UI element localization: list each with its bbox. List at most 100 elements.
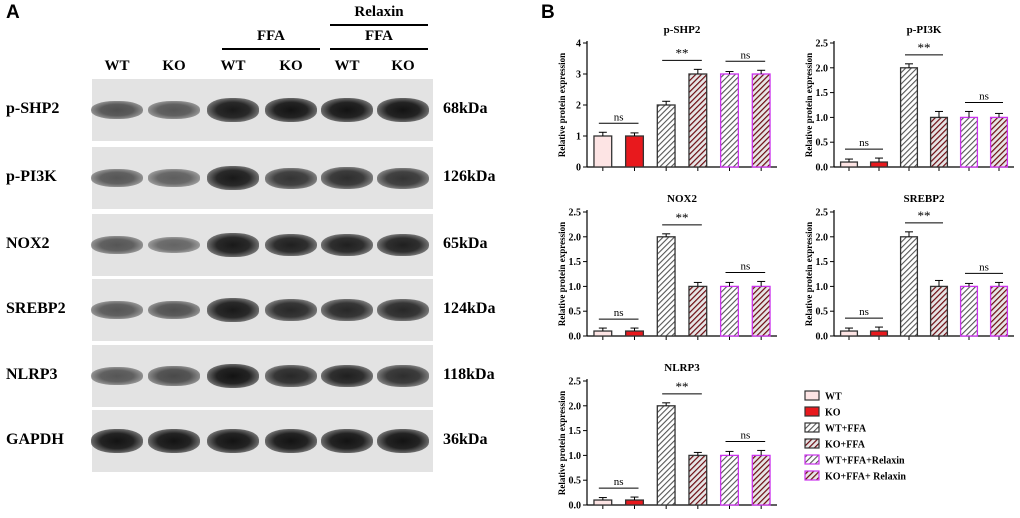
blot-band	[148, 429, 200, 453]
kda-label: 68kDa	[443, 100, 488, 117]
bar	[624, 135, 645, 168]
bar	[656, 104, 676, 168]
chart-title: NLRP3	[664, 362, 700, 374]
significance-label: **	[918, 40, 931, 55]
protein-label: SREBP2	[6, 300, 66, 317]
y-tick-label: 0.0	[816, 163, 829, 174]
y-tick-label: 0.5	[816, 138, 829, 149]
bar	[989, 116, 1009, 168]
y-tick-label: 2.0	[816, 63, 829, 74]
y-tick-label: 2.0	[816, 232, 829, 243]
y-tick-label: 2.5	[569, 208, 582, 219]
ffa-header-2: FFA	[364, 28, 394, 44]
y-tick-label: 1.5	[569, 257, 582, 268]
significance-label: ns	[740, 49, 750, 61]
legend-swatch	[804, 438, 820, 449]
y-tick-label: 2.5	[816, 39, 829, 50]
bar	[688, 73, 708, 168]
y-tick-label: 2.5	[816, 208, 829, 219]
bar	[719, 285, 740, 337]
legend-label: KO+FFA+ Relaxin	[825, 472, 906, 483]
blot-band	[148, 101, 200, 119]
bar	[593, 135, 613, 168]
bar	[719, 454, 740, 506]
y-tick-label: 3	[576, 70, 581, 81]
lane-label: WT	[334, 58, 360, 74]
blot-band	[207, 98, 259, 122]
chart-title: p-SHP2	[664, 24, 701, 36]
lane-label: KO	[391, 58, 415, 74]
significance-label: ns	[979, 261, 989, 273]
bar	[688, 454, 708, 506]
ffa-header-line-1	[222, 48, 320, 50]
significance-label: ns	[859, 306, 869, 318]
legend-label: KO+FFA	[825, 440, 866, 451]
blot-band	[265, 298, 317, 322]
chart-title: SREBP2	[904, 193, 945, 205]
legend-swatch	[804, 454, 820, 465]
y-axis-label: Relative protein expression	[804, 53, 814, 157]
relaxin-header-line	[330, 24, 428, 26]
significance-label: ns	[740, 260, 750, 272]
y-tick-label: 0.0	[569, 501, 582, 512]
blot-band	[321, 298, 373, 322]
bar	[593, 499, 613, 506]
bar	[839, 161, 859, 168]
blot-band	[321, 98, 373, 122]
y-tick-label: 1.5	[816, 88, 829, 99]
blot-band	[377, 365, 429, 387]
y-tick-label: 0.0	[816, 332, 829, 343]
y-tick-label: 1.0	[816, 113, 829, 124]
blot-band	[321, 429, 373, 453]
y-tick-label: 1.0	[569, 451, 582, 462]
y-tick-label: 2.0	[569, 401, 582, 412]
bar	[959, 285, 979, 337]
blot-strip	[91, 79, 433, 141]
blot-strip	[91, 279, 433, 341]
blot-band	[265, 167, 317, 189]
significance-label: **	[676, 379, 689, 394]
blot-band	[377, 429, 429, 453]
significance-label: ns	[740, 429, 750, 441]
lane-label: WT	[220, 58, 246, 74]
bar	[624, 499, 645, 506]
chart-title: p-PI3K	[907, 24, 942, 36]
y-tick-label: 1	[576, 132, 581, 143]
bar	[656, 405, 676, 506]
blot-band	[91, 367, 143, 385]
blot-band	[265, 364, 317, 388]
blot-band	[91, 100, 143, 120]
blot-band	[265, 233, 317, 257]
y-axis-label: Relative protein expression	[804, 222, 814, 326]
relaxin-header: Relaxin	[354, 4, 404, 20]
y-tick-label: 0.5	[569, 307, 582, 318]
lane-label: KO	[279, 58, 303, 74]
significance-label: ns	[614, 307, 624, 319]
blot-band	[91, 236, 143, 254]
blot-band	[91, 301, 143, 319]
y-axis-label: Relative protein expression	[557, 391, 567, 495]
bar	[719, 73, 740, 168]
kda-label: 126kDa	[443, 168, 496, 185]
legend-label: WT	[825, 392, 842, 403]
blot-band	[207, 298, 259, 322]
panel-b-letter: B	[541, 2, 555, 23]
blot-band	[321, 167, 373, 189]
y-tick-label: 1.5	[569, 426, 582, 437]
blot-band	[265, 98, 317, 122]
blot-strip	[91, 147, 433, 209]
blot-band	[207, 429, 259, 453]
bar	[688, 285, 708, 337]
blot-strip	[91, 410, 433, 472]
significance-label: **	[918, 208, 931, 223]
y-tick-label: 0.5	[816, 307, 829, 318]
bar	[899, 236, 919, 337]
y-tick-label: 0	[576, 163, 581, 174]
bar	[624, 330, 645, 337]
blot-band	[148, 236, 200, 254]
blot-band	[321, 364, 373, 388]
protein-label: NLRP3	[6, 366, 58, 383]
